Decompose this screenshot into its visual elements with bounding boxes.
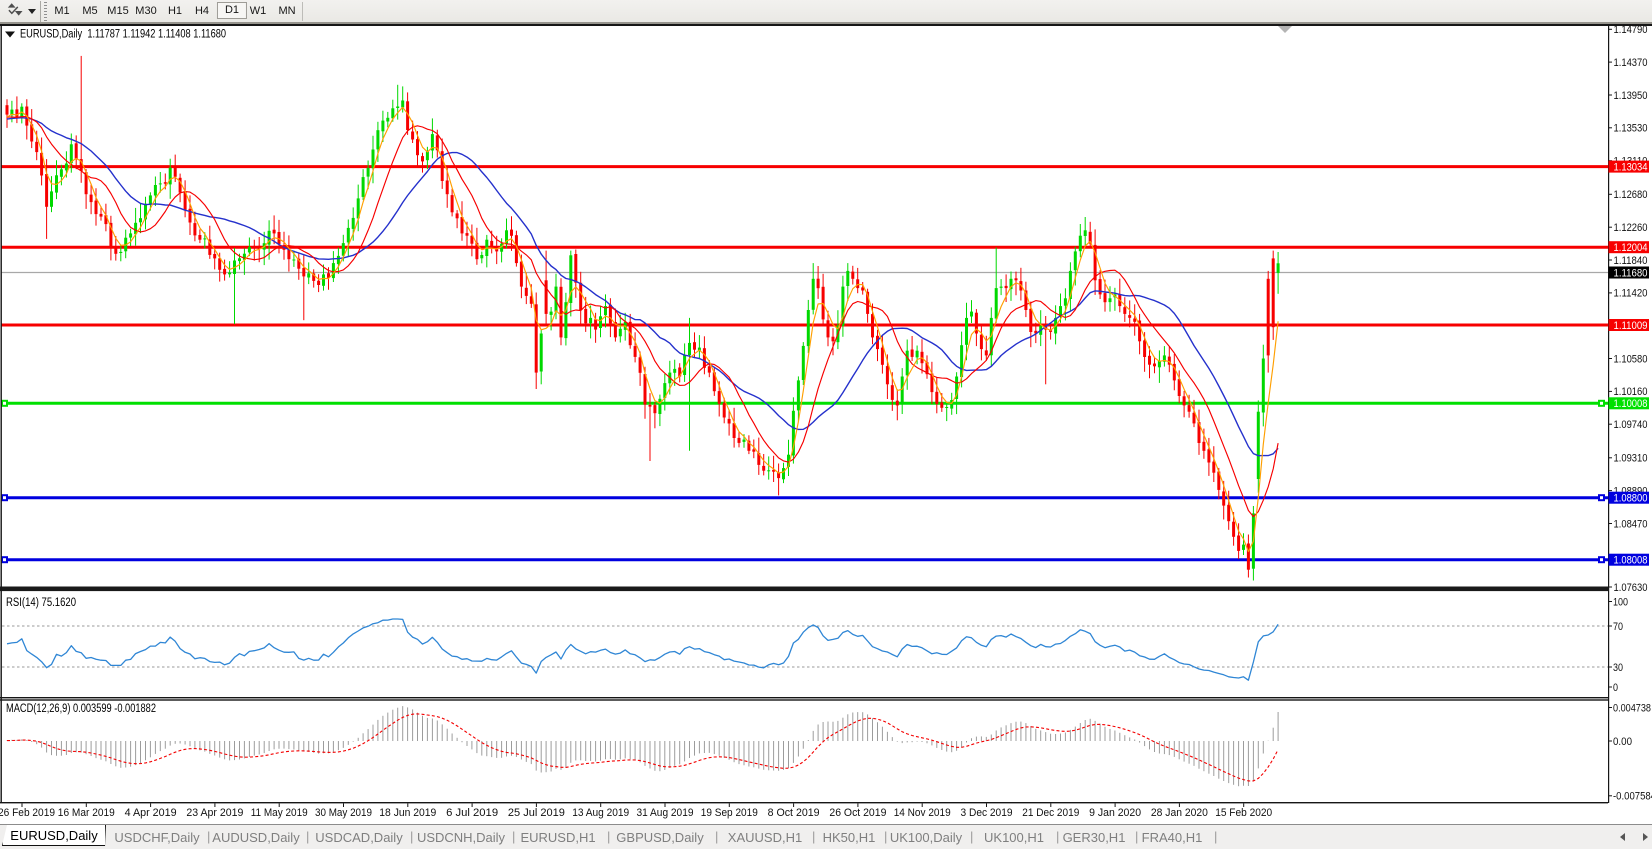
svg-text:28 Jan 2020: 28 Jan 2020 xyxy=(1151,807,1208,819)
svg-text:31 Aug 2019: 31 Aug 2019 xyxy=(637,807,694,819)
svg-text:1.10008: 1.10008 xyxy=(1614,398,1648,410)
svg-text:MACD(12,26,9) 0.003599 -0.0018: MACD(12,26,9) 0.003599 -0.001882 xyxy=(6,703,156,715)
svg-text:8 Oct 2019: 8 Oct 2019 xyxy=(768,807,820,819)
svg-text:26 Feb 2019: 26 Feb 2019 xyxy=(0,807,55,819)
svg-text:21 Dec 2019: 21 Dec 2019 xyxy=(1022,807,1079,819)
svg-text:-0.007584: -0.007584 xyxy=(1613,791,1652,803)
svg-text:3 Dec 2019: 3 Dec 2019 xyxy=(961,807,1013,819)
svg-text:1.13950: 1.13950 xyxy=(1614,90,1648,102)
svg-text:16 Mar 2019: 16 Mar 2019 xyxy=(58,807,115,819)
svg-text:1.11420: 1.11420 xyxy=(1614,288,1648,300)
svg-text:4 Apr 2019: 4 Apr 2019 xyxy=(125,807,177,819)
svg-text:1.14370: 1.14370 xyxy=(1614,57,1648,69)
svg-text:EURUSD,Daily 1.11787 1.11942: EURUSD,Daily 1.11787 1.11942 1.11408 1.1… xyxy=(20,29,226,41)
svg-text:6 Jul 2019: 6 Jul 2019 xyxy=(446,807,498,819)
svg-text:25 Jul 2019: 25 Jul 2019 xyxy=(508,807,565,819)
svg-text:18 Jun 2019: 18 Jun 2019 xyxy=(379,807,436,819)
svg-text:70: 70 xyxy=(1613,621,1623,633)
svg-text:1.08470: 1.08470 xyxy=(1614,518,1648,530)
svg-text:1.12004: 1.12004 xyxy=(1614,242,1648,254)
svg-text:11 May 2019: 11 May 2019 xyxy=(251,807,308,819)
svg-text:1.14790: 1.14790 xyxy=(1614,24,1648,36)
svg-text:1.13530: 1.13530 xyxy=(1614,123,1648,135)
svg-text:RSI(14) 75.1620: RSI(14) 75.1620 xyxy=(6,597,76,609)
svg-text:1.10160: 1.10160 xyxy=(1614,386,1648,398)
svg-text:13 Aug 2019: 13 Aug 2019 xyxy=(572,807,629,819)
svg-text:14 Nov 2019: 14 Nov 2019 xyxy=(894,807,951,819)
svg-text:100: 100 xyxy=(1613,596,1628,608)
svg-text:9 Jan 2020: 9 Jan 2020 xyxy=(1089,807,1141,819)
svg-text:1.13034: 1.13034 xyxy=(1614,161,1648,173)
svg-text:30: 30 xyxy=(1613,662,1623,674)
svg-text:0.00: 0.00 xyxy=(1613,736,1632,748)
svg-text:26 Oct 2019: 26 Oct 2019 xyxy=(829,807,886,819)
svg-text:19 Sep 2019: 19 Sep 2019 xyxy=(701,807,758,819)
svg-text:1.09740: 1.09740 xyxy=(1614,419,1648,431)
svg-text:1.08008: 1.08008 xyxy=(1614,555,1648,567)
svg-text:30 May 2019: 30 May 2019 xyxy=(315,807,372,819)
svg-text:0: 0 xyxy=(1613,682,1618,694)
svg-text:1.12260: 1.12260 xyxy=(1614,222,1648,234)
svg-text:1.08800: 1.08800 xyxy=(1614,493,1648,505)
svg-text:23 Apr 2019: 23 Apr 2019 xyxy=(186,807,243,819)
svg-text:1.12680: 1.12680 xyxy=(1614,189,1648,201)
svg-text:1.11009: 1.11009 xyxy=(1614,320,1648,332)
svg-text:1.09310: 1.09310 xyxy=(1614,453,1648,465)
svg-text:15 Feb 2020: 15 Feb 2020 xyxy=(1215,807,1272,819)
svg-text:1.11680: 1.11680 xyxy=(1614,267,1648,279)
svg-text:1.10580: 1.10580 xyxy=(1614,353,1648,365)
svg-text:1.07630: 1.07630 xyxy=(1614,582,1648,594)
svg-text:0.004738: 0.004738 xyxy=(1613,702,1651,714)
svg-text:1.11840: 1.11840 xyxy=(1614,255,1648,267)
